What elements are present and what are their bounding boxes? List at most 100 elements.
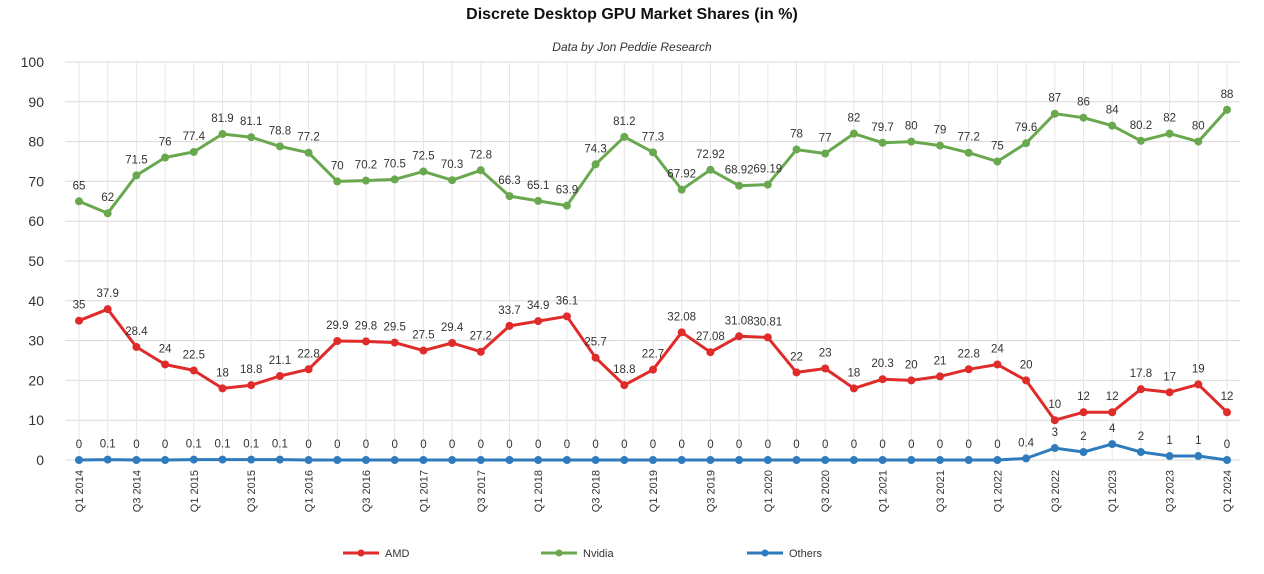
data-label-others: 3 <box>1052 427 1058 439</box>
point-nvidia <box>591 160 600 169</box>
point-amd <box>1136 385 1145 394</box>
data-label-nvidia: 87 <box>1048 93 1061 105</box>
data-label-others: 1 <box>1166 435 1172 447</box>
data-label-nvidia: 80 <box>905 121 918 133</box>
x-tick-label: Q3 2015 <box>246 470 258 512</box>
point-others <box>1050 444 1059 453</box>
data-label-amd: 24 <box>159 343 172 355</box>
point-nvidia <box>333 177 342 186</box>
point-others <box>1022 454 1031 463</box>
point-nvidia <box>849 129 858 138</box>
point-nvidia <box>534 196 543 205</box>
grid-layer <box>65 61 1240 461</box>
data-label-others: 0 <box>736 439 742 451</box>
data-label-amd: 22.7 <box>642 349 664 361</box>
data-label-nvidia: 79 <box>934 125 947 137</box>
chart-subtitle: Data by Jon Peddie Research <box>552 40 712 54</box>
data-label-others: 0 <box>851 439 857 451</box>
data-label-others: 0.1 <box>272 439 288 451</box>
point-nvidia <box>448 176 457 185</box>
data-label-others: 0 <box>535 439 541 451</box>
legend-marker-amd <box>357 549 365 557</box>
point-others <box>1194 452 1203 461</box>
data-label-others: 0 <box>363 439 369 451</box>
data-label-amd: 22.5 <box>183 349 205 361</box>
data-label-nvidia: 66.3 <box>498 175 520 187</box>
data-label-amd: 29.5 <box>384 322 406 334</box>
x-tick-label: Q3 2022 <box>1050 470 1062 512</box>
data-label-nvidia: 74.3 <box>584 143 606 155</box>
point-amd <box>964 365 973 374</box>
point-others <box>706 456 715 464</box>
point-nvidia <box>1022 139 1031 148</box>
data-label-amd: 18.8 <box>613 364 635 376</box>
point-amd <box>677 328 686 337</box>
point-others <box>821 456 830 464</box>
point-amd <box>476 347 485 356</box>
data-label-others: 0 <box>822 439 828 451</box>
point-others <box>333 456 342 464</box>
point-others <box>792 456 801 464</box>
point-nvidia <box>677 185 686 194</box>
point-others <box>218 455 227 464</box>
point-amd <box>936 372 944 381</box>
point-amd <box>103 305 112 314</box>
point-amd <box>878 375 887 384</box>
data-label-amd: 27.2 <box>470 331 492 343</box>
point-nvidia <box>390 175 399 184</box>
point-amd <box>304 365 313 374</box>
point-amd <box>534 317 543 326</box>
data-label-amd: 37.9 <box>97 288 119 300</box>
x-axis-ticks: Q1 2014 Q3 2014 Q1 2015 Q3 2015 Q1 2016 Q3 20… <box>74 470 1234 512</box>
legend: AMD Nvidia Others <box>343 548 823 560</box>
data-label-amd: 20.3 <box>871 358 893 370</box>
point-others <box>1108 440 1117 449</box>
legend-item-others: Others <box>747 548 823 560</box>
x-tick-label: Q1 2022 <box>992 470 1004 512</box>
point-nvidia <box>189 147 198 156</box>
point-nvidia <box>419 167 428 176</box>
point-amd <box>132 342 141 351</box>
point-others <box>936 456 944 464</box>
point-amd <box>1194 380 1203 389</box>
data-label-nvidia: 82 <box>848 113 861 125</box>
point-others <box>448 456 457 464</box>
point-nvidia <box>218 130 227 139</box>
data-label-amd: 36.1 <box>556 295 578 307</box>
point-others <box>247 455 256 464</box>
data-label-nvidia: 65 <box>73 180 86 192</box>
point-others <box>275 455 284 464</box>
data-label-amd: 19 <box>1192 363 1205 375</box>
legend-label-others: Others <box>789 548 823 560</box>
point-amd <box>649 365 657 374</box>
point-amd <box>907 376 916 385</box>
data-label-nvidia: 86 <box>1077 97 1090 109</box>
point-nvidia <box>792 145 801 154</box>
point-others <box>907 456 916 464</box>
point-others <box>1223 456 1231 464</box>
data-label-amd: 27.08 <box>696 331 725 343</box>
x-tick-label: Q3 2016 <box>361 470 373 512</box>
data-label-amd: 18 <box>216 367 229 379</box>
point-nvidia <box>362 176 370 185</box>
data-label-others: 0 <box>707 439 713 451</box>
data-label-nvidia: 77.2 <box>297 132 319 144</box>
data-label-others: 0.1 <box>100 439 116 451</box>
point-others <box>103 455 112 464</box>
data-label-others: 0 <box>765 439 771 451</box>
data-label-amd: 21.1 <box>269 355 291 367</box>
data-label-others: 1 <box>1195 435 1201 447</box>
data-label-others: 0.1 <box>215 439 231 451</box>
data-label-nvidia: 70.5 <box>384 158 406 170</box>
point-amd <box>591 353 600 362</box>
point-others <box>390 456 399 464</box>
point-others <box>505 456 514 464</box>
legend-label-nvidia: Nvidia <box>583 548 614 560</box>
data-label-amd: 17.8 <box>1130 368 1152 380</box>
point-amd <box>735 332 744 341</box>
data-label-others: 0 <box>420 439 426 451</box>
data-label-amd: 22.8 <box>297 348 319 360</box>
data-label-others: 0 <box>1224 439 1230 451</box>
data-label-amd: 12 <box>1221 391 1234 403</box>
legend-item-nvidia: Nvidia <box>541 548 614 560</box>
